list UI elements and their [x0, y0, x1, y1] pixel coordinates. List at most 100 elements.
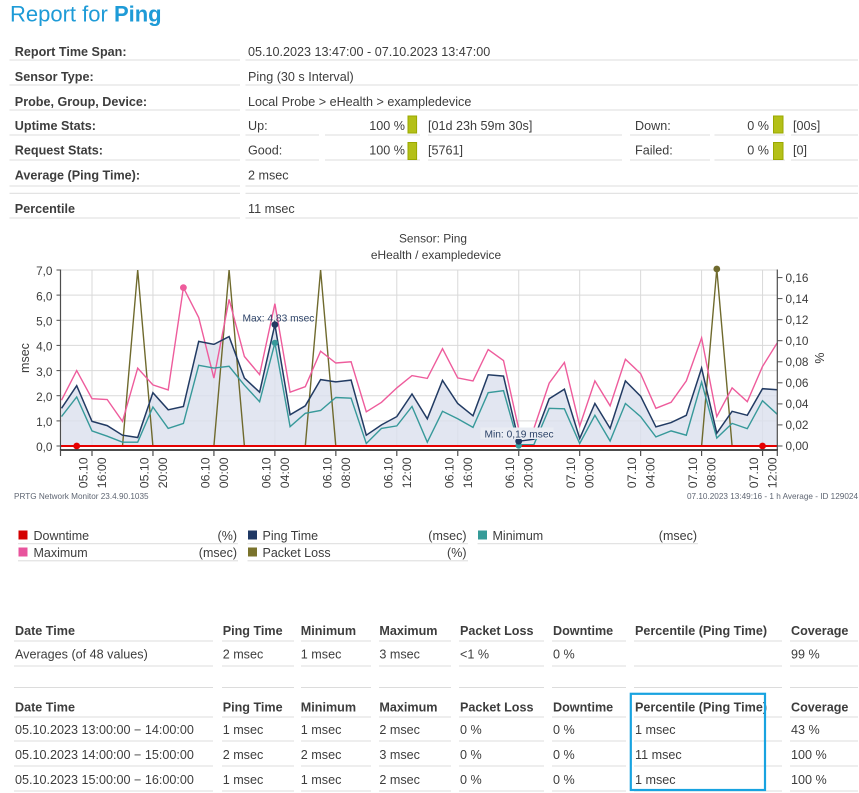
- svg-text:2,0: 2,0: [36, 390, 53, 404]
- svg-text:Packet Loss: Packet Loss: [460, 624, 534, 638]
- svg-text:2 msec: 2 msec: [248, 169, 289, 183]
- svg-text:Failed:: Failed:: [635, 143, 673, 157]
- svg-text:100 %: 100 %: [369, 143, 405, 157]
- svg-text:11 msec: 11 msec: [248, 202, 295, 216]
- svg-text:6,0: 6,0: [36, 289, 53, 303]
- svg-text:msec: msec: [18, 343, 32, 373]
- svg-text:Minimum: Minimum: [493, 529, 544, 543]
- svg-text:1 msec: 1 msec: [635, 723, 676, 737]
- svg-text:PRTG Network Monitor 23.4.90.1: PRTG Network Monitor 23.4.90.1035: [14, 492, 149, 501]
- svg-text:Probe, Group, Device:: Probe, Group, Device:: [15, 95, 147, 109]
- svg-text:0 %: 0 %: [553, 773, 575, 787]
- svg-text:00:00: 00:00: [583, 457, 597, 488]
- svg-text:Down:: Down:: [635, 119, 671, 133]
- svg-text:<1 %: <1 %: [460, 648, 489, 662]
- svg-text:0 %: 0 %: [747, 143, 769, 157]
- svg-text:07.10: 07.10: [564, 457, 578, 488]
- svg-text:1 msec: 1 msec: [301, 773, 342, 787]
- svg-text:Minimum: Minimum: [301, 624, 356, 638]
- svg-text:05.10: 05.10: [77, 457, 91, 488]
- svg-text:Maximum: Maximum: [34, 546, 88, 560]
- svg-text:[00s]: [00s]: [793, 119, 820, 133]
- svg-text:eHealth / exampledevice: eHealth / exampledevice: [371, 248, 502, 262]
- svg-text:0,10: 0,10: [786, 334, 809, 348]
- svg-text:Averages (of 48 values): Averages (of 48 values): [15, 648, 148, 662]
- svg-text:0 %: 0 %: [747, 119, 769, 133]
- svg-text:Up:: Up:: [248, 119, 268, 133]
- svg-text:05.10.2023 13:00:00 − 14:00:00: 05.10.2023 13:00:00 − 14:00:00: [15, 723, 194, 737]
- svg-text:1 msec: 1 msec: [301, 648, 342, 662]
- svg-text:Maximum: Maximum: [379, 624, 437, 638]
- svg-text:0,16: 0,16: [786, 271, 809, 285]
- svg-text:2 msec: 2 msec: [301, 748, 342, 762]
- svg-text:Coverage: Coverage: [791, 624, 848, 638]
- svg-text:Good:: Good:: [248, 143, 282, 157]
- svg-text:Maximum: Maximum: [379, 701, 437, 715]
- svg-text:3,0: 3,0: [36, 365, 53, 379]
- svg-text:20:00: 20:00: [156, 457, 170, 488]
- svg-text:05.10.2023 13:47:00 - 07.10.20: 05.10.2023 13:47:00 - 07.10.2023 13:47:0…: [248, 45, 490, 59]
- svg-text:Uptime Stats:: Uptime Stats:: [15, 119, 96, 133]
- svg-text:08:00: 08:00: [339, 457, 353, 488]
- svg-text:(%): (%): [447, 546, 466, 560]
- svg-text:[0]: [0]: [793, 143, 807, 157]
- svg-text:07.10: 07.10: [747, 457, 761, 488]
- svg-text:1 msec: 1 msec: [301, 723, 342, 737]
- svg-text:[01d 23h 59m 30s]: [01d 23h 59m 30s]: [428, 119, 532, 133]
- svg-text:Packet Loss: Packet Loss: [263, 546, 331, 560]
- svg-text:4,0: 4,0: [36, 340, 53, 354]
- svg-text:3 msec: 3 msec: [379, 748, 420, 762]
- svg-text:Minimum: Minimum: [301, 701, 356, 715]
- svg-text:Packet Loss: Packet Loss: [460, 701, 534, 715]
- svg-text:(msec): (msec): [659, 529, 697, 543]
- svg-text:Request Stats:: Request Stats:: [15, 143, 103, 157]
- svg-text:Coverage: Coverage: [791, 701, 848, 715]
- svg-text:07.10: 07.10: [625, 457, 639, 488]
- svg-text:2 msec: 2 msec: [223, 648, 264, 662]
- svg-text:0 %: 0 %: [460, 723, 482, 737]
- svg-text:0,0: 0,0: [36, 440, 53, 454]
- svg-text:Downtime: Downtime: [553, 624, 613, 638]
- svg-text:43 %: 43 %: [791, 723, 820, 737]
- svg-text:07.10: 07.10: [686, 457, 700, 488]
- svg-text:11 msec: 11 msec: [635, 748, 682, 762]
- svg-text:06.10: 06.10: [259, 457, 273, 488]
- svg-text:0 %: 0 %: [460, 773, 482, 787]
- svg-text:Max: 4,83 msec: Max: 4,83 msec: [243, 314, 315, 325]
- svg-text:2 msec: 2 msec: [379, 773, 420, 787]
- svg-text:06.10: 06.10: [198, 457, 212, 488]
- svg-text:0,14: 0,14: [786, 292, 809, 306]
- svg-text:0 %: 0 %: [460, 748, 482, 762]
- svg-text:Local Probe > eHealth > exampl: Local Probe > eHealth > exampledevice: [248, 95, 471, 109]
- svg-text:Ping (30 s Interval): Ping (30 s Interval): [248, 70, 354, 84]
- svg-text:100 %: 100 %: [791, 748, 827, 762]
- svg-text:Ping Time: Ping Time: [223, 624, 283, 638]
- svg-text:06.10: 06.10: [442, 457, 456, 488]
- svg-text:3 msec: 3 msec: [379, 648, 420, 662]
- svg-text:2 msec: 2 msec: [223, 748, 264, 762]
- svg-text:Ping Time: Ping Time: [263, 529, 319, 543]
- svg-text:Downtime: Downtime: [34, 529, 90, 543]
- svg-text:(msec): (msec): [428, 529, 466, 543]
- svg-text:Sensor: Ping: Sensor: Ping: [399, 232, 467, 246]
- svg-text:1,0: 1,0: [36, 415, 53, 429]
- svg-text:05.10.2023 14:00:00 − 15:00:00: 05.10.2023 14:00:00 − 15:00:00: [15, 748, 194, 762]
- svg-text:1 msec: 1 msec: [635, 773, 676, 787]
- svg-text:99 %: 99 %: [791, 648, 820, 662]
- svg-text:0,00: 0,00: [786, 439, 809, 453]
- svg-text:04:00: 04:00: [644, 457, 658, 488]
- svg-text:08:00: 08:00: [705, 457, 719, 488]
- svg-text:0 %: 0 %: [553, 648, 575, 662]
- svg-text:5,0: 5,0: [36, 315, 53, 329]
- svg-text:0,04: 0,04: [786, 397, 809, 411]
- svg-text:[5761]: [5761]: [428, 143, 463, 157]
- svg-text:04:00: 04:00: [278, 457, 292, 488]
- svg-text:1 msec: 1 msec: [223, 723, 264, 737]
- svg-text:Average (Ping Time):: Average (Ping Time):: [15, 169, 140, 183]
- svg-text:05.10: 05.10: [138, 457, 152, 488]
- svg-text:06.10: 06.10: [320, 457, 334, 488]
- svg-text:06.10: 06.10: [381, 457, 395, 488]
- svg-text:0,12: 0,12: [786, 313, 809, 327]
- svg-text:07.10.2023 13:49:16 - 1 h Aver: 07.10.2023 13:49:16 - 1 h Average - ID 1…: [687, 492, 858, 501]
- svg-text:0,08: 0,08: [786, 355, 809, 369]
